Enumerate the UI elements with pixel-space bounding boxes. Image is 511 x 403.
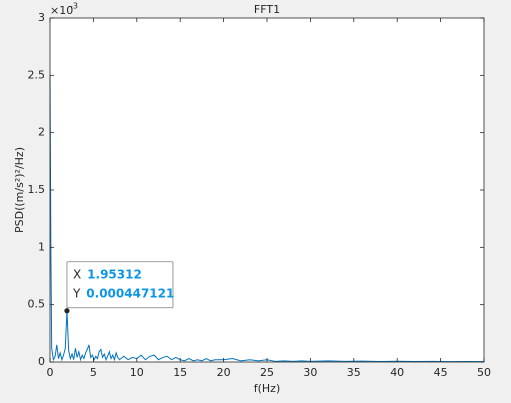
y-multiplier-exponent: -3 bbox=[70, 2, 78, 11]
y-tick-label: 3 bbox=[38, 11, 45, 24]
datatip-marker bbox=[64, 308, 70, 314]
data-line bbox=[49, 75, 485, 363]
datatip-row: Y 0.000447121 bbox=[72, 286, 174, 300]
y-tick-label: 0.5 bbox=[28, 298, 46, 311]
y-tick-label: 2.5 bbox=[28, 68, 46, 81]
x-tick-label: 40 bbox=[390, 366, 404, 379]
datatip-y-label: Y bbox=[72, 286, 81, 300]
x-tick-label: 10 bbox=[130, 366, 144, 379]
x-tick-label: 0 bbox=[47, 366, 54, 379]
y-tick-label: 1 bbox=[38, 240, 45, 253]
y-tick-label: 2 bbox=[38, 126, 45, 139]
x-tick-label: 15 bbox=[173, 366, 187, 379]
datatip-y-value: 0.000447121 bbox=[86, 286, 174, 300]
x-tick-label: 5 bbox=[90, 366, 97, 379]
y-tick-label: 0 bbox=[38, 355, 45, 368]
x-axis-label: f(Hz) bbox=[254, 382, 281, 395]
chart-title: FFT1 bbox=[254, 3, 280, 16]
y-axis-label: PSD((m/s²)²/Hz) bbox=[13, 147, 26, 233]
datatip-row: X 1.95312 bbox=[73, 267, 142, 281]
datatip: X 1.95312 Y 0.000447121 bbox=[64, 261, 174, 314]
datatip-x-value: 1.95312 bbox=[87, 267, 142, 281]
x-tick-label: 20 bbox=[217, 366, 231, 379]
x-tick-label: 45 bbox=[434, 366, 448, 379]
y-tick-label: 1.5 bbox=[28, 183, 46, 196]
x-tick-label: 35 bbox=[347, 366, 361, 379]
x-tick-label: 50 bbox=[477, 366, 491, 379]
x-tick-label: 25 bbox=[260, 366, 274, 379]
datatip-box bbox=[66, 261, 174, 309]
x-tick-label: 30 bbox=[303, 366, 317, 379]
axes-bg bbox=[50, 18, 484, 362]
datatip-x-label: X bbox=[73, 267, 81, 281]
y-multiplier: ×10 bbox=[50, 4, 73, 17]
